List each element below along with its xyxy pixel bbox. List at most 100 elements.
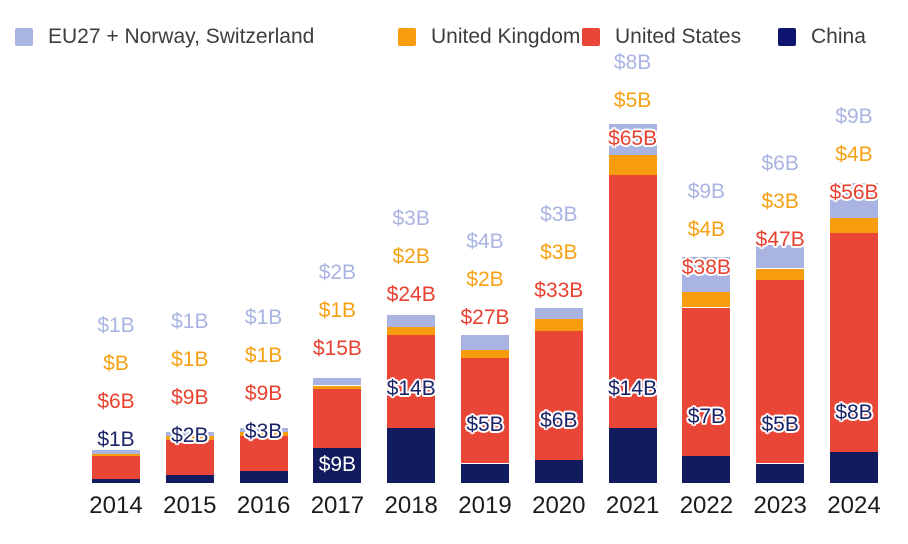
bar-segment-china-2019: [461, 463, 509, 483]
legend-label: China: [811, 25, 866, 48]
value-label-uk-2021: $5B: [613, 89, 652, 112]
legend-swatch-icon: [398, 28, 416, 46]
year-label-2016: 2016: [236, 492, 291, 519]
legend-label: EU27 + Norway, Switzerland: [48, 25, 315, 48]
value-label-china-2018: $14B: [386, 377, 436, 400]
value-label-eu-2023: $6B: [761, 152, 799, 175]
bar-segment-china-2015: [165, 475, 214, 483]
value-label-uk-2019: $2B: [466, 268, 504, 291]
bar-segment-us-2018: [387, 334, 436, 429]
bar-segment-us-2020: [534, 330, 583, 460]
bar-segment-us-2017: [313, 389, 362, 448]
value-label-eu-2017: $2B: [318, 261, 357, 284]
year-label-2021: 2021: [605, 492, 660, 519]
value-label-eu-2018: $3B: [392, 207, 430, 230]
bar-segment-china-2022: [682, 455, 731, 483]
value-label-us-2022: $38B: [681, 256, 731, 279]
value-label-us-2020: $33B: [534, 279, 584, 302]
value-label-eu-2020: $3B: [540, 203, 578, 226]
year-label-2024: 2024: [827, 492, 881, 519]
year-label-2019: 2019: [458, 492, 512, 519]
value-label-us-2015: $9B: [171, 386, 209, 409]
value-label-china-2020: $6B: [540, 409, 578, 432]
legend-item-1: United Kingdom: [398, 25, 581, 48]
year-label-2015: 2015: [163, 492, 217, 519]
bar-segment-us-2015: [165, 440, 214, 476]
bar-segment-us-2022: [682, 307, 731, 456]
legend-swatch-icon: [15, 28, 33, 46]
value-label-uk-2020: $3B: [540, 241, 578, 264]
value-label-eu-2014: $1B: [97, 314, 135, 337]
bar-segment-us-2024: [830, 233, 878, 452]
value-label-us-2024: $56B: [829, 181, 879, 204]
bar-segment-uk-2021: [608, 155, 657, 175]
legend-item-2: United States: [582, 25, 742, 48]
value-label-us-2017: $15B: [312, 337, 362, 360]
bar-segment-us-2023: [756, 280, 805, 464]
bar-segment-china-2016: [239, 471, 288, 483]
legend-item-0: EU27 + Norway, Switzerland: [15, 25, 315, 48]
bar-segment-china-2017: [313, 447, 362, 483]
year-label-2020: 2020: [532, 492, 586, 519]
bar-segment-us-2019: [461, 358, 509, 464]
bar-segment-china-2014: [92, 479, 140, 483]
bar-segment-eu-2022: [682, 256, 731, 292]
value-label-china-2024: $8B: [835, 401, 873, 424]
bar-segment-us-2014: [92, 455, 140, 480]
value-label-eu-2021: $8B: [613, 51, 652, 74]
value-label-uk-2018: $2B: [392, 245, 430, 268]
bar-segment-eu-2023: [756, 245, 805, 269]
value-label-china-2016: $3B: [244, 420, 283, 443]
value-label-eu-2015: $1B: [171, 310, 209, 333]
bar-segment-eu-2016: [239, 428, 288, 433]
bar-segment-eu-2015: [165, 432, 214, 437]
year-label-2023: 2023: [753, 492, 807, 519]
value-label-uk-2014: $B: [103, 352, 129, 375]
bar-segment-us-2021: [608, 174, 657, 429]
value-label-uk-2023: $3B: [761, 190, 799, 213]
legend-item-3: China: [778, 25, 866, 48]
value-label-china-2014: $1B: [97, 428, 135, 451]
value-label-us-2018: $24B: [386, 283, 436, 306]
bar-segment-eu-2014: [92, 450, 140, 455]
value-label-us-2014: $6B: [97, 390, 135, 413]
bar-segment-uk-2024: [830, 217, 878, 234]
bar-segment-uk-2015: [165, 436, 214, 441]
year-label-2022: 2022: [679, 492, 734, 519]
bar-segment-uk-2019: [461, 350, 509, 359]
value-label-china-2019: $5B: [466, 413, 504, 436]
bar-segment-eu-2019: [461, 334, 509, 351]
bar-segment-china-2024: [830, 451, 878, 483]
legend-label: United Kingdom: [431, 25, 581, 48]
value-label-eu-2024: $9B: [835, 105, 873, 128]
value-label-uk-2016: $1B: [244, 344, 283, 367]
bar-segment-uk-2023: [756, 268, 805, 281]
legend-label: United States: [615, 25, 742, 48]
bar-segment-eu-2021: [608, 124, 657, 156]
bar-segment-eu-2017: [313, 377, 362, 386]
bar-segment-eu-2024: [830, 182, 878, 218]
bar-segment-china-2021: [608, 428, 657, 483]
bar-segment-china-2023: [756, 463, 805, 483]
value-label-us-2021: $65B: [608, 127, 658, 150]
value-label-us-2019: $27B: [460, 306, 510, 329]
bar-segment-uk-2016: [239, 432, 288, 437]
bar-segment-china-2018: [387, 428, 436, 483]
value-label-eu-2016: $1B: [244, 306, 283, 329]
value-label-china-2017: $9B: [318, 453, 357, 476]
bar-segment-eu-2018: [387, 315, 436, 327]
value-label-eu-2022: $9B: [687, 180, 726, 203]
bar-segment-uk-2022: [682, 291, 731, 308]
year-label-2018: 2018: [384, 492, 438, 519]
value-label-uk-2022: $4B: [687, 218, 726, 241]
bar-segment-uk-2018: [387, 327, 436, 335]
value-label-us-2016: $9B: [244, 382, 283, 405]
bar-segment-us-2016: [239, 436, 288, 472]
value-label-uk-2015: $1B: [171, 348, 209, 371]
value-label-uk-2017: $1B: [318, 299, 357, 322]
value-label-us-2023: $47B: [755, 228, 805, 251]
legend-swatch-icon: [582, 28, 600, 46]
bar-segment-uk-2017: [313, 385, 362, 390]
